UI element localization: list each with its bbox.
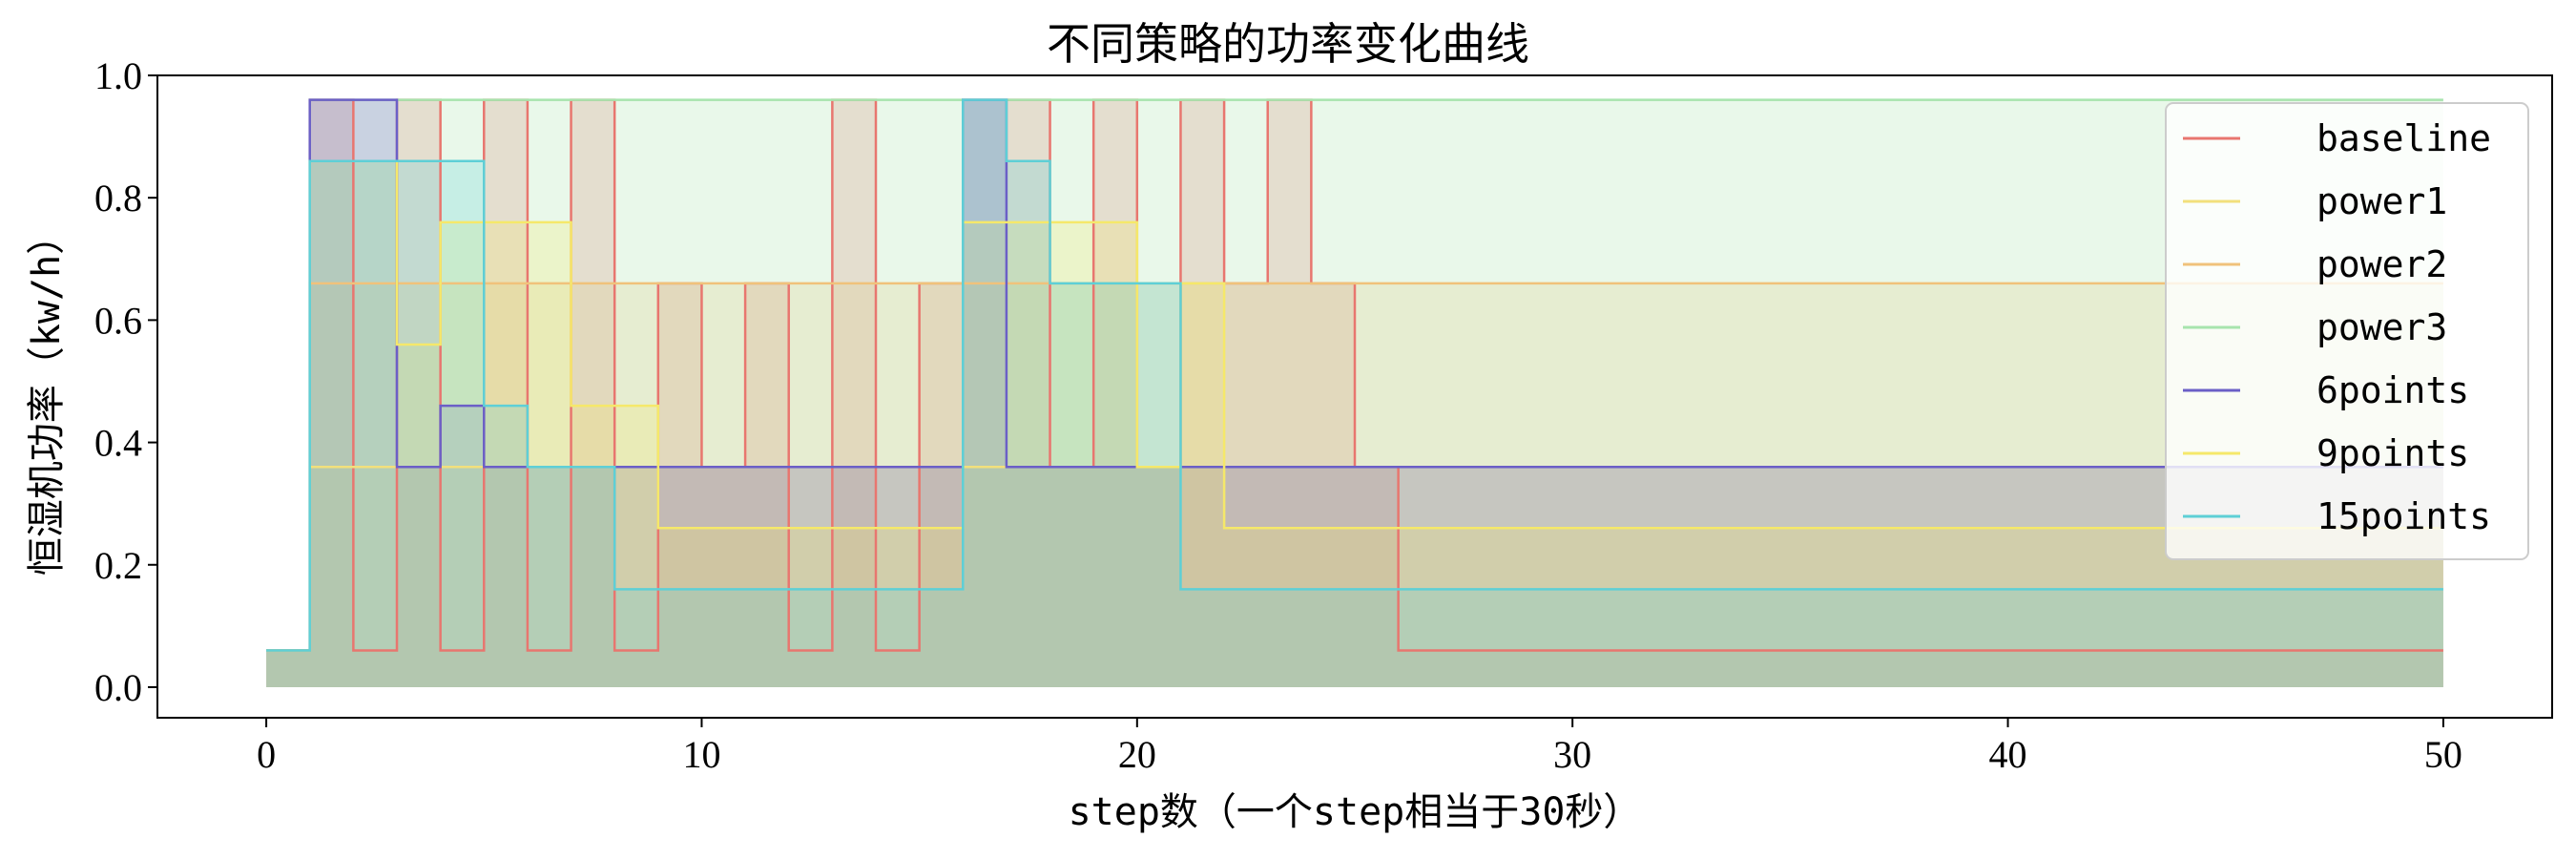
y-tick-label: 0.0 (94, 666, 142, 709)
legend-label-15points: 15points (2316, 495, 2491, 537)
y-tick-label: 0.4 (94, 422, 142, 465)
series-line-9points (266, 159, 2443, 652)
plot-frame (156, 74, 2553, 719)
y-tick-label: 1.0 (94, 54, 142, 97)
y-tick-label: 0.6 (94, 299, 142, 342)
y-axis-ticks: 0.0 0.2 0.4 0.6 0.8 1.0 (94, 54, 157, 709)
legend-box (2165, 102, 2529, 560)
chart-title: 不同策略的功率变化曲线 (1047, 18, 1529, 70)
series-fill-power2 (266, 283, 2443, 687)
legend-label-9points: 9points (2316, 432, 2469, 474)
x-tick-label: 30 (1553, 733, 1591, 776)
legend-label-baseline: baseline (2316, 117, 2491, 159)
y-tick-label: 0.8 (94, 177, 142, 220)
legend-label-power1: power1 (2316, 180, 2447, 222)
series-fill-9points (266, 160, 2443, 687)
series-line-power2 (266, 282, 2443, 652)
series-fill-power1 (266, 467, 2443, 687)
x-axis-ticks: 0 10 20 30 40 50 (257, 718, 2462, 776)
y-axis-label: 恒湿机功率（kw/h） (25, 217, 69, 576)
x-tick-label: 40 (1989, 733, 2027, 776)
series-line-power3 (266, 98, 2443, 652)
legend-label-power3: power3 (2316, 306, 2447, 348)
series-line-6points (266, 98, 2443, 652)
legend: baseline power1 power2 power3 6points 9points… (2165, 102, 2529, 560)
x-axis-label: step数（一个step相当于30秒） (1069, 790, 1642, 834)
series-lines (266, 98, 2443, 652)
x-tick-label: 0 (257, 733, 276, 776)
legend-label-6points: 6points (2316, 369, 2469, 411)
legend-label-power2: power2 (2316, 243, 2447, 285)
series-fill-6points (266, 99, 2443, 687)
y-tick-label: 0.2 (94, 544, 142, 587)
x-tick-label: 50 (2424, 733, 2462, 776)
x-tick-label: 10 (682, 733, 720, 776)
series-line-15points (266, 98, 2443, 652)
x-tick-label: 20 (1118, 733, 1156, 776)
